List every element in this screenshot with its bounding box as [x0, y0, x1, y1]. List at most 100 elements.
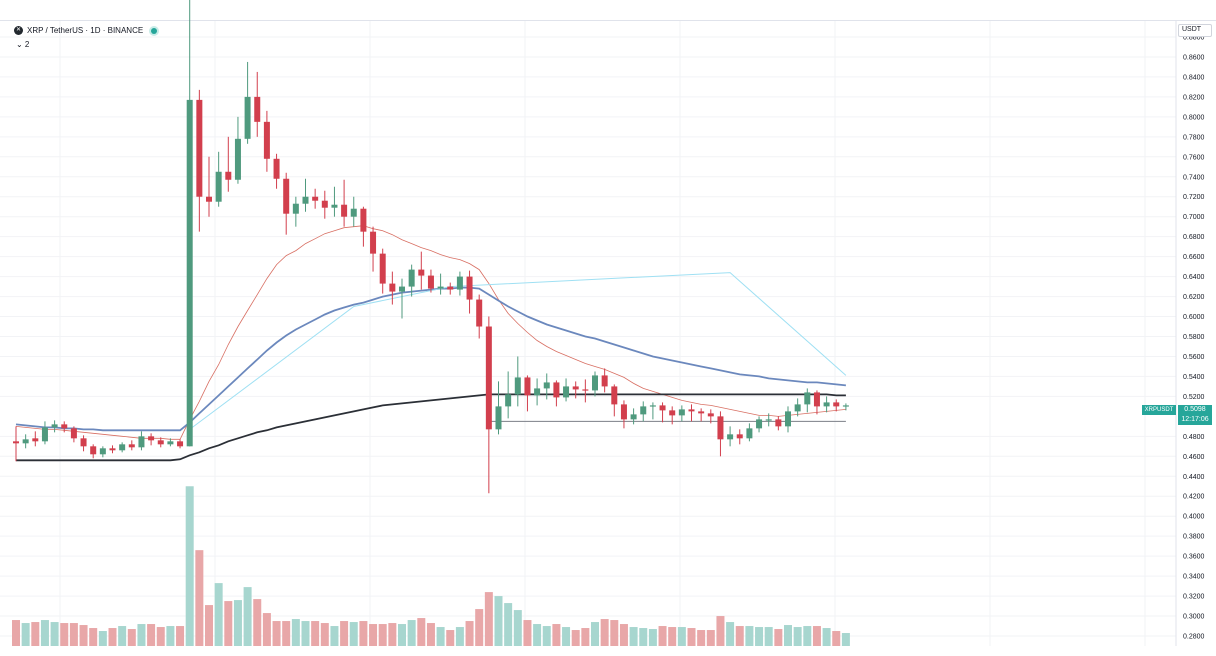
y-tick-label: 0.4000	[1183, 514, 1205, 521]
volume-bar	[523, 620, 532, 646]
y-tick-label: 0.3000	[1183, 614, 1205, 621]
volume-bar	[166, 626, 175, 646]
candle-body	[80, 438, 87, 447]
volume-bar	[436, 627, 445, 646]
candle-body	[90, 446, 97, 455]
y-tick-label: 0.3600	[1183, 554, 1205, 561]
candle-body	[341, 204, 348, 217]
volume-bar	[272, 621, 281, 646]
candle-body	[418, 269, 425, 276]
bar-countdown: 12:17:06	[1181, 416, 1209, 423]
gridlines	[0, 21, 1177, 646]
candle-body	[505, 394, 512, 407]
volume-bar	[50, 622, 59, 646]
y-tick-label: 0.8400	[1183, 74, 1205, 81]
volume-bar	[706, 630, 715, 646]
candle-body	[360, 208, 367, 232]
candle-body	[225, 171, 232, 180]
symbol-legend[interactable]: ✕ XRP / TetherUS · 1D · BINANCE	[14, 26, 158, 35]
volume-bar	[832, 631, 841, 646]
candle-body	[399, 286, 405, 292]
volume-bar	[214, 583, 223, 646]
volume-bar	[726, 622, 735, 646]
volume-bar	[398, 624, 406, 646]
y-tick-label: 0.8600	[1183, 54, 1205, 61]
candle-body	[302, 196, 309, 204]
volume-bar	[465, 621, 474, 646]
volume-bar	[841, 633, 850, 646]
volume-bar	[340, 621, 349, 646]
candle-body	[215, 171, 222, 202]
volume-bar	[494, 596, 503, 646]
currency-selector[interactable]: USDT	[1178, 24, 1212, 37]
volume-bar	[253, 599, 262, 646]
volume-bar	[455, 627, 464, 646]
volume-bar	[629, 627, 638, 646]
volume-bar	[359, 621, 368, 646]
volume-bar	[755, 627, 764, 646]
price-axis[interactable]: 0.8800 0.8600 0.8400 0.8200 0.8000 0.7800 0.76…	[1183, 34, 1205, 640]
volume-bar	[127, 629, 136, 646]
candle-body	[698, 411, 705, 414]
candle-body	[263, 121, 270, 159]
candle-body	[148, 436, 155, 441]
volume-bar	[677, 627, 686, 646]
candle-body	[476, 299, 483, 327]
volume-bar	[591, 622, 599, 646]
candle-body	[196, 99, 203, 197]
candle-body	[543, 382, 550, 389]
y-tick-label: 0.4600	[1183, 454, 1205, 461]
candle-body	[99, 448, 106, 455]
volume-bar	[349, 622, 358, 646]
candle-body	[649, 405, 656, 407]
candle-body	[669, 410, 676, 416]
volume-bar	[697, 630, 706, 646]
volume-bar	[89, 628, 98, 646]
volume-bar	[571, 630, 580, 646]
volume-bar	[291, 619, 300, 646]
y-tick-label: 0.3800	[1183, 534, 1205, 541]
volume-bar	[822, 628, 831, 646]
candle-body	[61, 424, 68, 429]
collapse-indicators-button[interactable]: ⌄ 2	[16, 40, 30, 49]
candle-body	[794, 404, 801, 412]
candle-body	[534, 388, 541, 396]
volume-bar	[552, 624, 561, 646]
candle-body	[765, 419, 772, 421]
volume-bar	[40, 620, 49, 646]
volume-bar	[378, 624, 387, 646]
volume-bar	[513, 610, 522, 646]
candle-body	[70, 428, 77, 439]
volume-bar	[98, 631, 107, 646]
volume-bar	[147, 624, 156, 646]
candle-body	[283, 178, 290, 214]
candle-body	[640, 406, 647, 415]
candle-body	[736, 434, 743, 439]
volume-bar	[619, 624, 628, 646]
volume-bar	[330, 626, 339, 646]
candle-body	[620, 404, 627, 420]
volume-bar	[21, 623, 30, 646]
volume-bar	[60, 623, 69, 646]
volume-bar	[407, 620, 416, 646]
candle-body	[41, 427, 48, 442]
candle-body	[167, 441, 174, 445]
candle-body	[206, 196, 212, 202]
candle-body	[51, 424, 58, 428]
y-tick-label: 0.6000	[1183, 314, 1205, 321]
y-tick-label: 0.6400	[1183, 274, 1205, 281]
moving-average-line	[16, 393, 846, 462]
volume-bar	[417, 618, 426, 646]
y-tick-label: 0.8800	[1183, 34, 1205, 41]
y-tick-label: 0.6200	[1183, 294, 1205, 301]
y-tick-label: 0.4200	[1183, 494, 1205, 501]
volume-bar	[784, 625, 792, 646]
y-tick-label: 0.5400	[1183, 374, 1205, 381]
candle-body	[485, 326, 492, 430]
volume-bar	[108, 628, 117, 646]
y-tick-label: 0.6600	[1183, 254, 1205, 261]
moving-average-line	[15, 225, 846, 440]
market-open-status-icon	[151, 27, 158, 34]
candle-body	[630, 414, 637, 420]
